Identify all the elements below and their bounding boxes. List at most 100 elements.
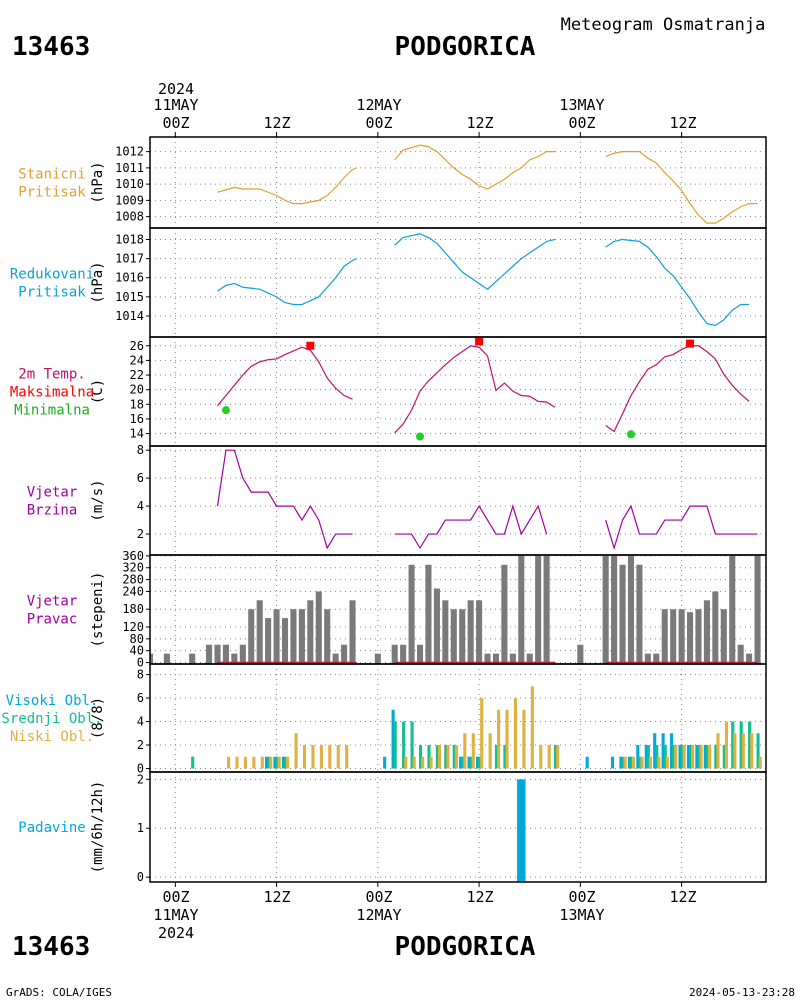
cloud-bar-mid_clouds (739, 721, 743, 769)
series-line-station_pressure (605, 151, 758, 224)
bar-wind_direction (577, 644, 584, 664)
bar-wind_direction (543, 555, 550, 664)
panel-plot-area (150, 228, 766, 337)
cloud-bar-low_clouds (750, 733, 754, 769)
cloud-bar-mid_clouds (393, 721, 397, 769)
cloud-bar-high_clouds (281, 756, 285, 769)
cloud-bar-low_clouds (539, 745, 543, 769)
cloud-bar-high_clouds (661, 733, 665, 769)
y-tick-label: 1012 (115, 145, 144, 159)
panel-legend-label: Visoki Obl. (6, 693, 99, 709)
cloud-bar-low_clouds (243, 756, 247, 769)
y-axis-label: (hPa) (90, 261, 106, 303)
bottom-year-label: 2024 (158, 924, 194, 942)
series-line-reduced_pressure (217, 258, 357, 306)
bar-wind_direction (307, 600, 314, 664)
cloud-bar-high_clouds (678, 745, 682, 769)
cloud-bar-low_clouds (623, 756, 627, 769)
cloud-bar-low_clouds (429, 756, 433, 769)
bar-wind_direction (290, 609, 297, 664)
cloud-bar-high_clouds (653, 733, 657, 769)
cloud-bar-mid_clouds (402, 721, 406, 769)
min-temp-marker (221, 406, 230, 415)
cloud-bar-low_clouds (733, 733, 737, 769)
cloud-bar-mid_clouds (452, 745, 456, 769)
cloud-bar-low_clouds (302, 745, 307, 769)
top-day-label: 12MAY (356, 96, 401, 114)
cloud-bar-mid_clouds (275, 756, 279, 769)
bar-wind_direction (442, 600, 449, 664)
bar-wind_direction (703, 600, 710, 664)
bar-wind_direction (653, 653, 660, 664)
bar-wind_direction (619, 564, 626, 664)
cloud-bar-high_clouds (619, 756, 623, 769)
cloud-bar-mid_clouds (461, 756, 465, 769)
bar-wind_direction (678, 609, 685, 664)
bar-wind_direction (189, 653, 196, 664)
panel-legend-label: Maksimalna (10, 385, 94, 401)
cloud-bar-low_clouds (277, 756, 281, 769)
panel-legend-label: Brzina (27, 503, 78, 519)
series-line-wind (394, 504, 548, 550)
cloud-bar-low_clouds (665, 756, 669, 769)
cloud-bar-mid_clouds (435, 745, 439, 769)
bar-wind_direction (611, 555, 618, 664)
panel-legend-label: Vjetar (27, 594, 78, 610)
bottom-time-axis: 00Z 12Z 00Z 12Z 00Z 12Z 11MAY 12MAY 13MA… (153, 888, 696, 942)
series-line-station_pressure (394, 144, 556, 190)
bar-wind_direction (720, 609, 727, 664)
bar-wind_direction (484, 653, 491, 664)
cloud-bar-mid_clouds (714, 745, 718, 769)
cloud-bar-low_clouds (724, 721, 728, 769)
bar-wind_direction (341, 644, 348, 664)
cloud-bar-mid_clouds (191, 756, 195, 769)
top-hour-label: 12Z (669, 114, 696, 132)
cloud-bar-high_clouds (273, 756, 277, 769)
series-line-reduced_pressure (394, 233, 556, 290)
bar-wind_direction (324, 609, 331, 664)
bar-wind_direction (433, 588, 440, 664)
cloud-bar-low_clouds (488, 733, 492, 769)
cloud-bar-high_clouds (264, 756, 269, 769)
bottom-day-label: 11MAY (153, 906, 198, 924)
cloud-bar-low_clouds (421, 756, 425, 769)
series-line-wind (216, 449, 353, 550)
bar-wind_direction (509, 653, 516, 664)
y-tick-label: 0 (137, 870, 144, 884)
cloud-bar-mid_clouds (283, 756, 288, 769)
bar-wind_direction (349, 600, 356, 664)
y-tick-label: 14 (130, 427, 144, 441)
bar-wind_direction (467, 600, 474, 664)
station-id-bottom: 13463 (12, 932, 90, 962)
bottom-day-label: 12MAY (356, 906, 401, 924)
panel-frame (149, 336, 767, 447)
cloud-bar-mid_clouds (722, 745, 726, 769)
bar-wind_direction (374, 653, 381, 664)
cloud-bar-mid_clouds (267, 756, 271, 769)
y-tick-label: 1008 (115, 210, 144, 224)
max-temp-marker (475, 337, 484, 346)
y-tick-label: 1017 (115, 252, 144, 266)
bar-wind_direction (315, 591, 322, 664)
cloud-bar-mid_clouds (629, 756, 634, 769)
y-tick-label: 40 (130, 644, 144, 658)
panel-plot-area (150, 137, 766, 228)
station-name-top: PODGORICA (395, 32, 536, 62)
bar-wind_direction (332, 653, 339, 664)
bar-wind_direction (526, 653, 533, 664)
bar-wind_direction (737, 644, 744, 664)
cloud-bar-mid_clouds (444, 745, 448, 769)
y-tick-label: 2 (137, 527, 144, 541)
cloud-bar-low_clouds (657, 756, 661, 769)
cloud-bar-low_clouds (522, 709, 526, 769)
top-day-label: 13MAY (559, 96, 604, 114)
y-axis-label: (m/s) (90, 479, 106, 521)
cloud-bar-mid_clouds (655, 745, 659, 769)
bar-wind_direction (273, 609, 280, 664)
cloud-bar-mid_clouds (638, 756, 642, 769)
y-tick-label: 240 (122, 584, 144, 598)
series-line-temperature (217, 346, 353, 407)
bar-wind_direction (746, 653, 753, 664)
bar-wind_direction (687, 612, 694, 664)
